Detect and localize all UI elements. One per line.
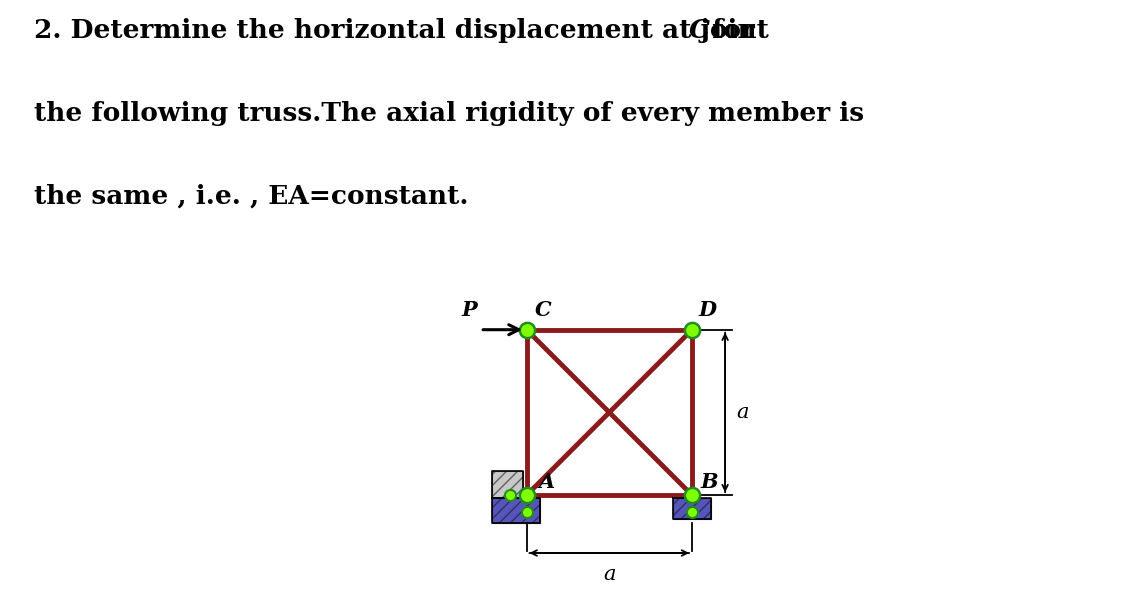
Text: P: P [461,300,477,320]
Polygon shape [493,471,523,498]
Polygon shape [493,498,540,523]
Text: the same , i.e. , EA=constant.: the same , i.e. , EA=constant. [34,184,468,209]
Text: a: a [603,565,615,584]
Text: the following truss.The axial rigidity of every member is: the following truss.The axial rigidity o… [34,101,864,126]
Text: B: B [700,472,718,492]
Polygon shape [673,498,711,519]
Text: for: for [703,18,755,43]
Text: a: a [737,403,749,422]
Text: C: C [688,18,710,43]
Text: C: C [534,300,551,320]
Text: A: A [538,472,555,492]
Text: 2. Determine the horizontal displacement at joint: 2. Determine the horizontal displacement… [34,18,777,43]
Text: D: D [699,300,717,320]
